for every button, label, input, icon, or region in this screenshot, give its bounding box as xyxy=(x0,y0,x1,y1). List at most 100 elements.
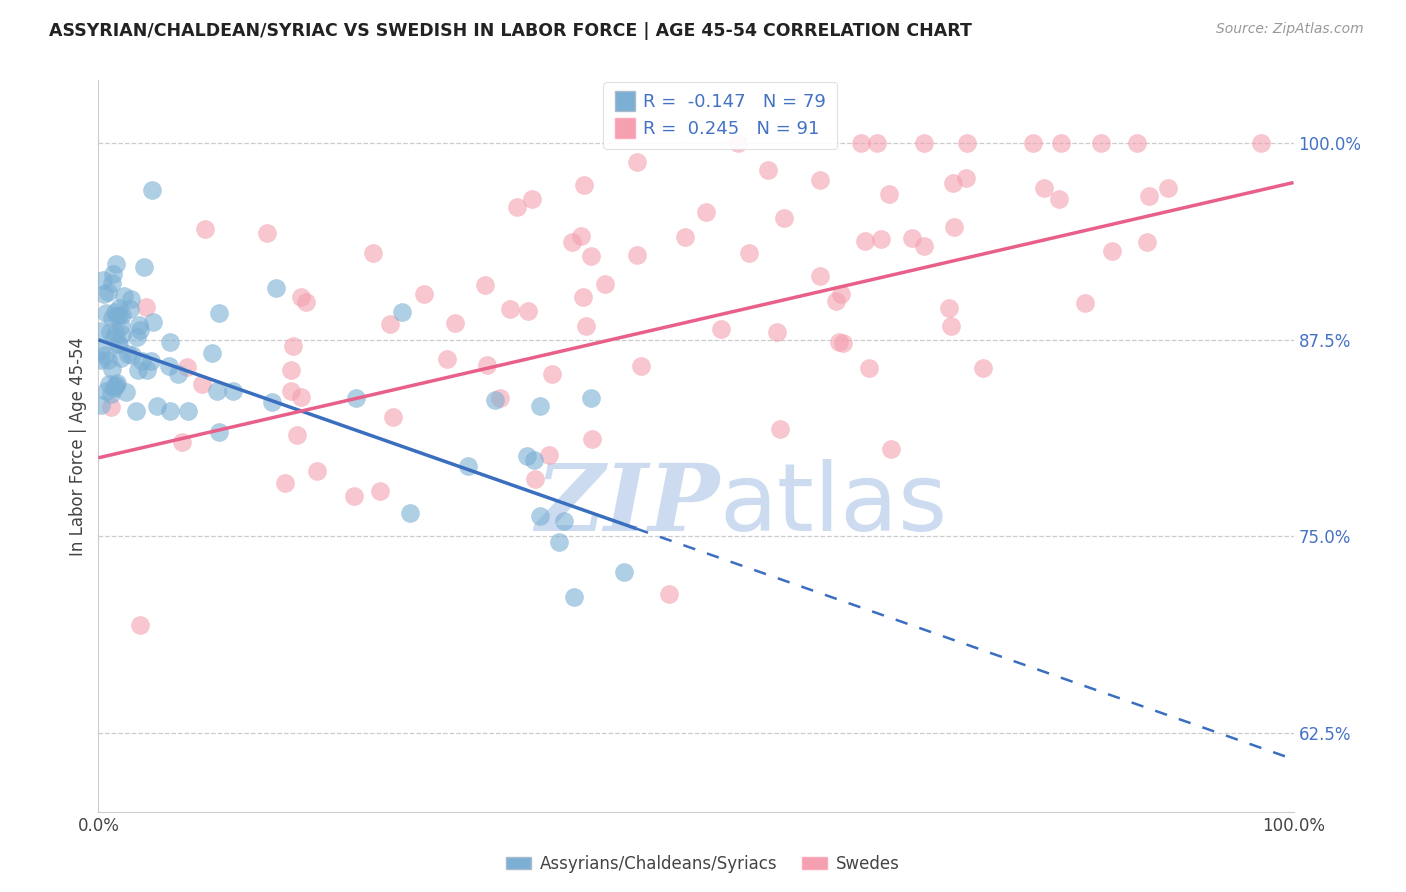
Point xyxy=(506,200,529,214)
Point xyxy=(97,352,120,367)
Point xyxy=(1126,136,1149,151)
Point xyxy=(98,325,121,339)
Point xyxy=(593,277,616,292)
Point xyxy=(105,309,128,323)
Point xyxy=(103,381,125,395)
Point xyxy=(167,367,190,381)
Point xyxy=(105,378,128,392)
Point xyxy=(529,399,551,413)
Point xyxy=(529,508,551,523)
Point xyxy=(1101,244,1123,258)
Point xyxy=(547,535,569,549)
Point xyxy=(488,391,510,405)
Point xyxy=(380,317,402,331)
Point xyxy=(942,176,965,190)
Point xyxy=(120,301,142,316)
Point xyxy=(290,390,312,404)
Point xyxy=(368,483,391,498)
Point xyxy=(630,359,652,373)
Point xyxy=(145,399,167,413)
Point xyxy=(128,323,150,337)
Point xyxy=(280,384,302,399)
Point xyxy=(436,351,458,366)
Point xyxy=(474,278,496,293)
Point xyxy=(541,367,564,381)
Point xyxy=(613,565,636,579)
Point xyxy=(880,442,903,457)
Point xyxy=(517,304,540,318)
Point xyxy=(443,316,465,330)
Point xyxy=(955,171,977,186)
Point xyxy=(1050,136,1073,151)
Point xyxy=(191,376,214,391)
Point xyxy=(101,277,124,291)
Point xyxy=(208,425,231,439)
Point xyxy=(1073,296,1095,310)
Point xyxy=(475,358,498,372)
Point xyxy=(942,219,965,234)
Point xyxy=(176,360,198,375)
Point xyxy=(484,393,506,408)
Point xyxy=(125,330,148,344)
Point xyxy=(825,293,848,308)
Point xyxy=(90,343,112,357)
Point xyxy=(193,222,215,236)
Point xyxy=(516,449,538,463)
Point xyxy=(104,326,127,341)
Point xyxy=(280,363,302,377)
Point xyxy=(575,319,598,334)
Point xyxy=(391,304,413,318)
Point xyxy=(281,339,304,353)
Point xyxy=(866,136,889,151)
Text: atlas: atlas xyxy=(720,458,948,550)
Point xyxy=(1022,136,1045,151)
Point xyxy=(208,306,231,320)
Point xyxy=(738,246,761,260)
Point xyxy=(136,363,159,377)
Point xyxy=(579,391,602,405)
Point xyxy=(768,422,790,436)
Point xyxy=(939,318,962,333)
Point xyxy=(710,322,733,336)
Point xyxy=(121,348,143,362)
Point xyxy=(177,403,200,417)
Point xyxy=(157,359,180,374)
Point xyxy=(553,514,575,528)
Legend: Assyrians/Chaldeans/Syriacs, Swedes: Assyrians/Chaldeans/Syriacs, Swedes xyxy=(499,848,907,880)
Point xyxy=(1033,181,1056,195)
Point xyxy=(938,301,960,315)
Point xyxy=(523,453,546,467)
Point xyxy=(562,591,585,605)
Point xyxy=(128,318,150,332)
Point xyxy=(107,337,129,351)
Point xyxy=(94,384,117,398)
Legend: R =  -0.147   N = 79, R =  0.245   N = 91: R = -0.147 N = 79, R = 0.245 N = 91 xyxy=(603,82,837,149)
Point xyxy=(574,178,596,192)
Point xyxy=(808,269,831,284)
Point xyxy=(105,376,128,391)
Point xyxy=(457,459,479,474)
Point xyxy=(581,432,603,446)
Point xyxy=(96,306,118,320)
Point xyxy=(772,211,794,226)
Point xyxy=(135,300,157,314)
Point xyxy=(572,290,595,304)
Point xyxy=(125,403,148,417)
Point xyxy=(1136,235,1159,249)
Point xyxy=(912,136,935,151)
Point xyxy=(94,347,117,361)
Point xyxy=(104,305,127,319)
Point xyxy=(524,471,547,485)
Point xyxy=(110,351,132,365)
Point xyxy=(274,476,297,491)
Point xyxy=(101,310,124,325)
Point xyxy=(626,248,648,262)
Point xyxy=(108,336,131,351)
Point xyxy=(93,287,115,301)
Point xyxy=(727,136,749,151)
Point xyxy=(307,464,329,478)
Point xyxy=(100,400,122,414)
Point xyxy=(201,346,224,360)
Point xyxy=(97,285,120,299)
Point xyxy=(101,267,124,281)
